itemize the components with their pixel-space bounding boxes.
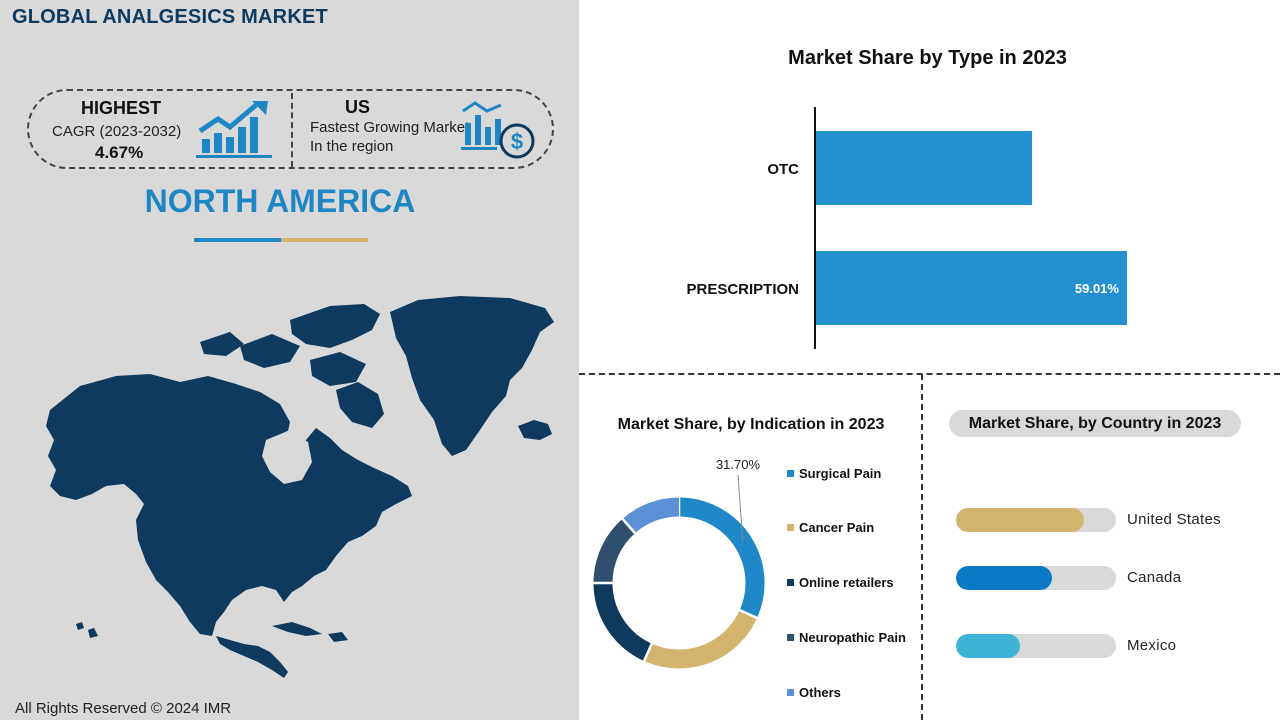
donut-slice-gap [642, 643, 653, 662]
horizontal-divider [579, 373, 1280, 375]
region-underline-blue [194, 238, 281, 242]
highest-label: HIGHEST [81, 98, 162, 118]
legend-swatch [787, 523, 794, 531]
country-chart-title: Market Share, by Country in 2023 [968, 415, 1222, 432]
country-row: United States [956, 508, 1256, 532]
type-bar [816, 251, 1127, 325]
legend-swatch [787, 633, 794, 641]
map-iceland [518, 420, 552, 440]
north-america-map [46, 296, 554, 678]
growth-chart-icon [196, 101, 272, 158]
legend-swatch [787, 578, 794, 586]
donut-slice [622, 497, 680, 534]
country-bar-track [956, 634, 1116, 658]
type-category-label: OTC [767, 161, 799, 178]
map-hudson-bay [262, 430, 312, 484]
bar-chart-dollar-icon: $ [461, 101, 535, 159]
country-bar-track [956, 508, 1116, 532]
donut-annotation: 31.70% [716, 457, 761, 472]
stats-divider [291, 93, 293, 167]
donut-slice-gap [739, 609, 758, 620]
legend-item: Surgical Pain [787, 464, 881, 482]
legend-label: Neuropathic Pain [799, 629, 906, 645]
map-arctic-islands-4 [310, 352, 366, 386]
country-label: United States [1127, 511, 1221, 528]
cagr-label: CAGR (2023-2032) [52, 123, 182, 140]
country-bar-fill [956, 634, 1020, 658]
donut-slice [644, 609, 758, 669]
legend-label: Cancer Pain [799, 519, 875, 535]
donut-slice [593, 518, 636, 584]
map-arctic-islands-1 [290, 304, 380, 348]
map-baffin-island [336, 382, 384, 428]
country-bar-track [956, 566, 1116, 590]
donut-slice-gap [621, 518, 636, 534]
map-arctic-islands-2 [240, 334, 300, 368]
us-label: US [345, 97, 371, 117]
map-cuba [272, 622, 322, 636]
map-greenland [390, 296, 554, 456]
legend-item: Others [787, 683, 841, 701]
region-name: NORTH AMERICA [144, 183, 416, 219]
indication-chart-title: Market Share, by Indication in 2023 [617, 416, 885, 433]
vertical-divider [921, 374, 923, 720]
fastest-label: Fastest Growing Market In the region [310, 119, 470, 155]
donut-leader-line [737, 474, 744, 542]
country-bar-fill [956, 566, 1052, 590]
country-label: Mexico [1127, 637, 1177, 654]
legend-label: Surgical Pain [799, 465, 882, 481]
type-data-label: 59.01% [1075, 281, 1120, 296]
legend-item: Neuropathic Pain [787, 628, 906, 646]
legend-swatch [787, 469, 794, 477]
left-panel: GLOBAL ANALGESICS MARKET HIGHEST CAGR (2… [0, 0, 579, 720]
type-chart-title: Market Share by Type in 2023 [788, 47, 1067, 69]
map-mainland [46, 374, 412, 636]
legend-label: Others [799, 684, 841, 700]
donut-slice [678, 497, 765, 618]
country-bar-fill [956, 508, 1084, 532]
type-bar-chart: OTC PRESCRIPTION 59.01% [686, 107, 1127, 349]
indication-donut-chart: 31.70% [593, 457, 765, 669]
type-bar [816, 131, 1033, 205]
report-title: GLOBAL ANALGESICS MARKET [12, 6, 328, 28]
type-category-label: PRESCRIPTION [686, 281, 799, 298]
legend-swatch [787, 688, 794, 696]
donut-slice [593, 582, 653, 662]
svg-text:$: $ [511, 129, 523, 154]
region-underline-gold [281, 238, 368, 242]
legend-label: Online retailers [799, 574, 894, 590]
country-row: Canada [956, 566, 1256, 590]
stats-box: HIGHEST CAGR (2023-2032) 4.67% US Fastes… [27, 89, 554, 169]
country-chart-title-pill: Market Share, by Country in 2023 [949, 410, 1241, 437]
country-label: Canada [1127, 569, 1182, 586]
cagr-value: 4.67% [95, 143, 144, 162]
country-row: Mexico [956, 634, 1256, 658]
map-hispaniola [328, 632, 348, 642]
map-arctic-islands-3 [200, 332, 244, 356]
copyright-text: All Rights Reserved © 2024 IMR [15, 700, 232, 717]
legend-item: Cancer Pain [787, 518, 874, 536]
legend-item: Online retailers [787, 573, 894, 591]
map-hawaii [76, 622, 98, 638]
map-central-america [216, 636, 288, 678]
